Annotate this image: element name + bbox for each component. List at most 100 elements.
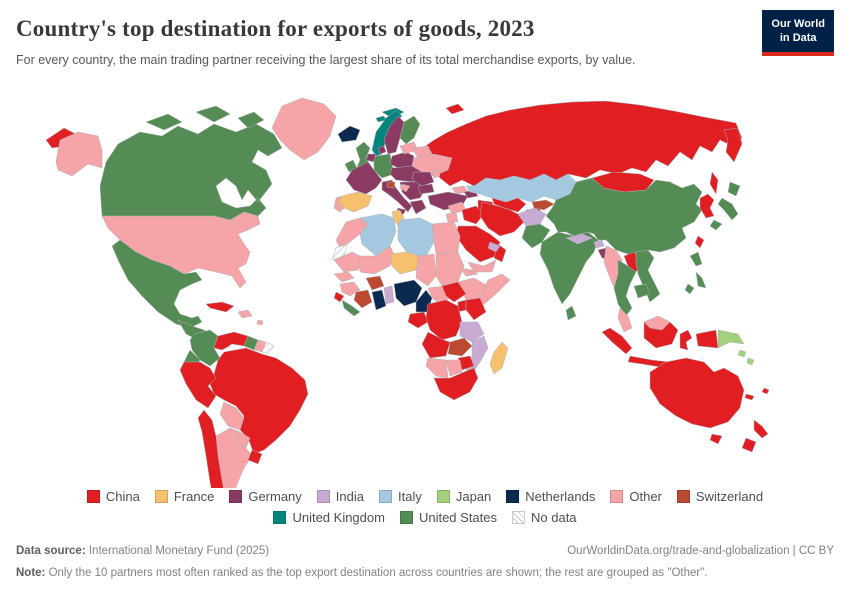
country-bhutan[interactable] [593,239,605,249]
country-germany[interactable] [373,153,395,179]
country-denmark[interactable] [377,145,387,155]
country-slovenia[interactable] [386,181,396,189]
country-romania[interactable] [411,171,435,187]
country-guinea[interactable] [339,281,361,297]
country-papua-new-guinea[interactable] [717,329,745,349]
country-botswana[interactable] [445,359,463,377]
country-novaya-zemlya[interactable] [445,103,465,115]
country-indonesia-borneo[interactable] [643,321,679,349]
country-togo-benin[interactable] [383,285,395,305]
country-fiji[interactable] [761,387,770,395]
country-malaysia[interactable] [617,307,633,333]
country-vietnam[interactable] [635,249,661,303]
country-bulgaria[interactable] [417,183,435,195]
country-sri-lanka[interactable] [565,305,577,321]
country-venezuela[interactable] [213,331,249,351]
country-finland[interactable] [399,115,421,145]
country-french-guiana[interactable] [261,341,275,355]
country-mexico[interactable] [111,239,203,329]
country-greenland[interactable] [271,97,337,161]
country-sumatra[interactable] [601,327,633,355]
country-peru[interactable] [179,361,217,409]
country-bolivia[interactable] [219,401,245,431]
country-uae[interactable] [487,241,501,253]
country-japan[interactable] [717,197,739,221]
country-niger[interactable] [389,251,421,275]
country-kyrgyzstan[interactable] [531,199,555,211]
country-arctic-islands[interactable] [237,111,265,129]
country-france[interactable] [345,161,383,195]
country-eritrea[interactable] [459,267,479,277]
country-mozambique[interactable] [465,335,489,375]
country-japan[interactable] [727,181,741,197]
country-namibia[interactable] [425,357,449,379]
country-zambia[interactable] [447,337,473,357]
country-iran[interactable] [479,201,525,237]
country-libya[interactable] [397,217,435,257]
country-sakhalin[interactable] [709,171,719,195]
country-india[interactable] [539,231,599,305]
country-sudan[interactable] [435,251,465,287]
country-philippines[interactable] [689,251,703,267]
country-philippines[interactable] [695,271,707,289]
country-afghanistan[interactable] [517,207,547,227]
owid-logo[interactable]: Our World in Data [762,10,834,56]
country-belarus[interactable] [411,145,433,159]
country-sierra-leone[interactable] [333,291,345,303]
country-kamchatka[interactable] [723,127,743,163]
country-drc[interactable] [425,299,463,341]
country-new-zealand[interactable] [753,419,769,439]
country-burkina-faso[interactable] [365,275,385,291]
country-brazil[interactable] [209,347,309,455]
legend-item-china[interactable]: China [86,489,140,504]
country-angola[interactable] [421,331,451,359]
country-kenya[interactable] [465,297,487,321]
country-australia[interactable] [649,357,745,429]
country-indonesia-papua[interactable] [695,329,719,349]
legend-item-india[interactable]: India [316,489,364,504]
country-greece[interactable] [409,199,427,215]
country-senegal[interactable] [333,271,355,283]
country-thailand[interactable] [613,259,637,317]
country-liberia[interactable] [341,299,361,317]
country-ghana[interactable] [371,289,387,311]
country-somalia[interactable] [479,273,511,307]
country-tanzania[interactable] [459,321,485,343]
country-portugal[interactable] [333,195,345,213]
country-arctic-islands[interactable] [145,113,183,131]
country-canada[interactable] [99,123,283,221]
legend-item-other[interactable]: Other [610,489,662,504]
country-taiwan[interactable] [694,235,705,249]
legend-item-no-data[interactable]: No data [512,510,577,525]
country-poland[interactable] [389,151,415,169]
country-uzbekistan[interactable] [491,197,527,213]
legend-item-united-states[interactable]: United States [399,510,497,525]
country-japan[interactable] [709,219,723,231]
country-nepal[interactable] [565,233,593,245]
country-russia[interactable] [419,100,743,187]
country-bosnia[interactable] [399,183,411,193]
country-levant[interactable] [445,211,459,223]
legend-item-japan[interactable]: Japan [436,489,491,504]
country-solomon-islands[interactable] [737,349,747,358]
legend-item-germany[interactable]: Germany [229,489,302,504]
country-yemen[interactable] [467,259,497,273]
country-mongolia[interactable] [591,171,655,193]
country-new-caledonia[interactable] [744,393,755,401]
country-gabon-congo[interactable] [407,311,429,329]
legend-item-italy[interactable]: Italy [379,489,422,504]
country-chad[interactable] [415,253,437,287]
country-caribbean-islands[interactable] [256,319,264,326]
country-colombia[interactable] [189,329,221,367]
owid-link[interactable]: OurWorldinData.org/trade-and-globalizati… [567,545,834,557]
country-egypt[interactable] [431,221,461,255]
country-uruguay[interactable] [247,449,263,465]
country-korea[interactable] [699,193,715,219]
legend-item-switzerland[interactable]: Switzerland [676,489,763,504]
country-madagascar[interactable] [489,341,509,375]
country-alaska[interactable] [55,131,103,177]
country-new-zealand[interactable] [741,437,757,453]
country-solomon-islands[interactable] [746,357,755,366]
country-hispaniola[interactable] [237,309,253,319]
country-philippines[interactable] [684,283,695,295]
